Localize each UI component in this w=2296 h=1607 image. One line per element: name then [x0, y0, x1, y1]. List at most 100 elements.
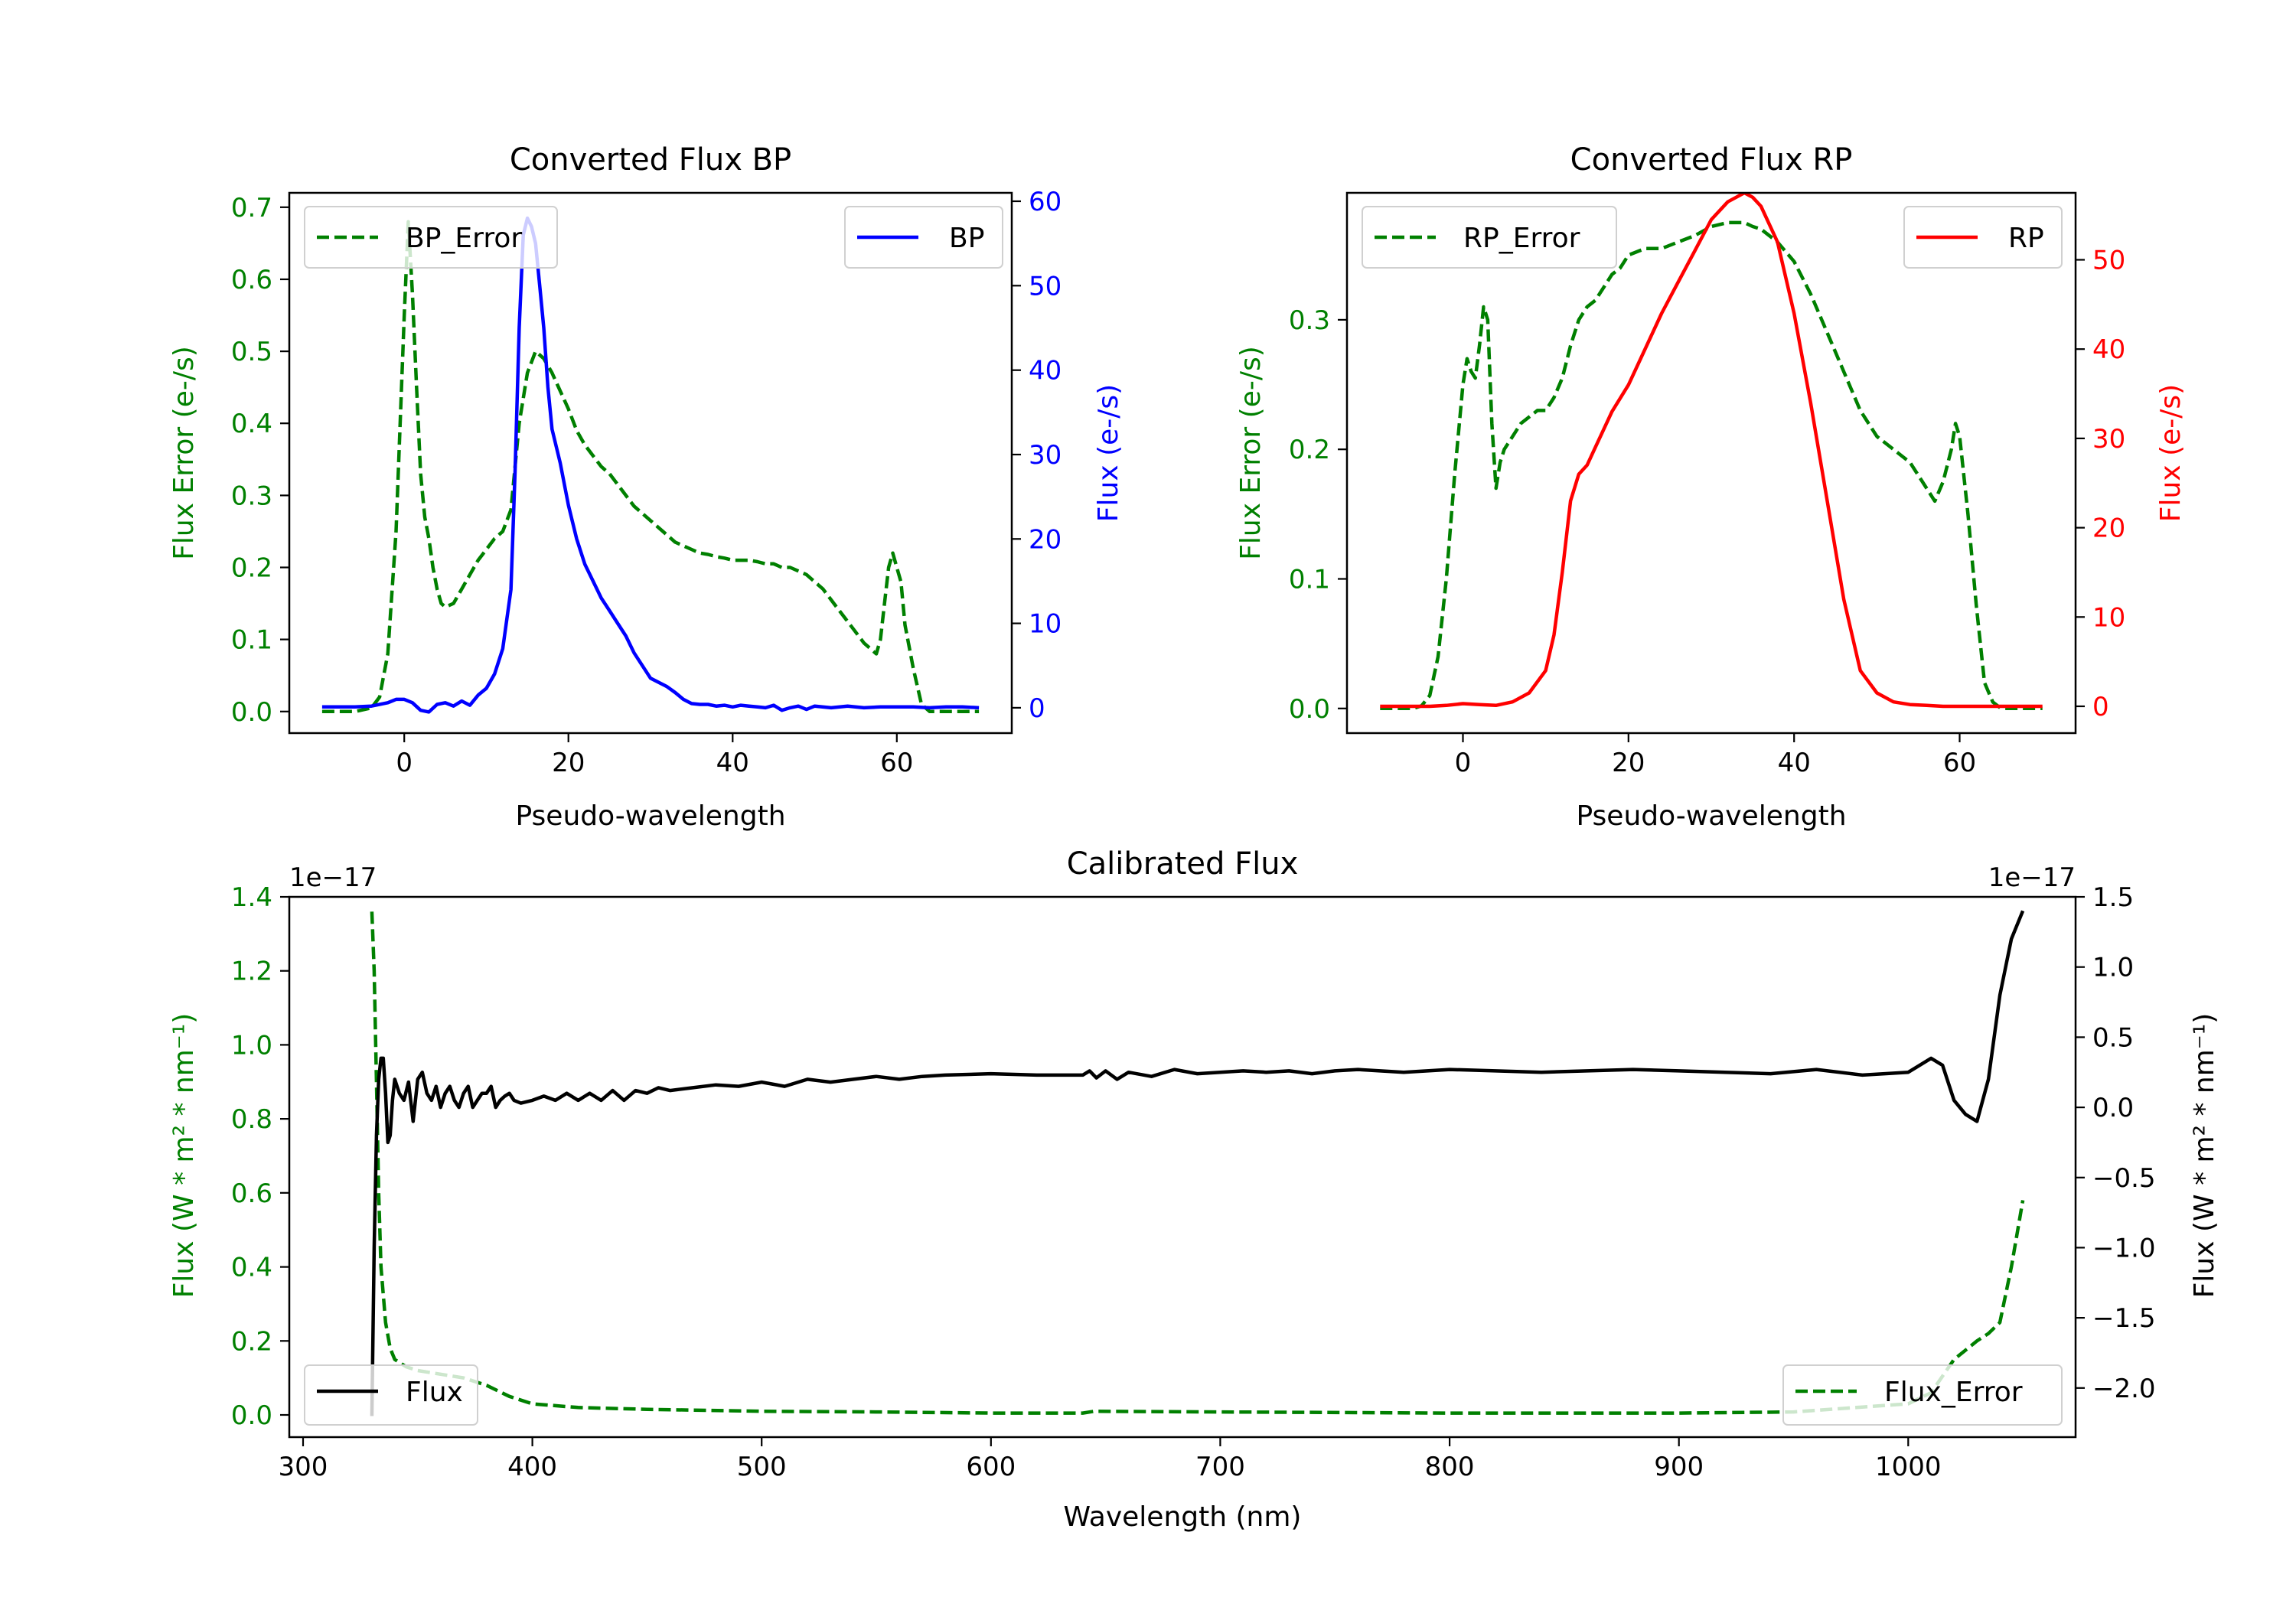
cal-legend-right-label: Flux_Error [1884, 1377, 2023, 1408]
cal-frame [288, 895, 2077, 1439]
rp-legend-right-label: RP [2008, 223, 2044, 254]
cal-ytick-left-label: 1.2 [231, 957, 272, 987]
cal-series-flux [370, 910, 2025, 1416]
bp-ytick-left-label: 0.5 [231, 337, 272, 367]
bp-frame [288, 191, 1013, 735]
rp-legend-left-label: RP_Error [1463, 223, 1580, 254]
bp-ytick-left-label: 0.7 [231, 193, 272, 223]
cal-xtick-label: 400 [507, 1452, 557, 1482]
bp-xtick-label: 20 [552, 748, 585, 778]
cal-xtick-label: 700 [1195, 1452, 1245, 1482]
cal-yticks-left: 0.0 0.2 0.4 0.6 0.8 1.0 1.2 1.4 [231, 882, 289, 1431]
bp-ytick-right-label: 20 [1029, 524, 1062, 555]
cal-ytick-left-label: 1.4 [231, 882, 272, 913]
rp-ytick-left-label: 0.3 [1289, 305, 1330, 336]
bp-panel: Converted Flux BP Pseudo-wavelength Flux… [168, 142, 1124, 832]
bp-xticks: 0 20 40 60 [396, 733, 913, 778]
bp-series-bp [321, 216, 980, 714]
rp-ytick-right-label: 20 [2092, 513, 2125, 544]
rp-ytick-right-label: 10 [2092, 602, 2125, 633]
cal-ytick-left-label: 0.6 [231, 1178, 272, 1209]
cal-xtick-label: 300 [279, 1452, 328, 1482]
bp-ylabel-left: Flux Error (e-/s) [168, 346, 200, 560]
rp-xtick-label: 40 [1778, 748, 1811, 778]
cal-title: Calibrated Flux [1067, 846, 1299, 882]
bp-xtick-label: 0 [396, 748, 413, 778]
bp-legend-left[interactable]: BP_Error [304, 206, 558, 269]
rp-yticks-right: 0 10 20 30 40 50 [2076, 246, 2125, 722]
rp-ytick-left-label: 0.2 [1289, 435, 1330, 465]
cal-ytick-right-label: −2.0 [2092, 1374, 2156, 1404]
cal-xlabel: Wavelength (nm) [1064, 1501, 1302, 1533]
cal-ylabel-left: Flux (W * m² * nm⁻¹) [168, 1013, 200, 1299]
bp-ytick-left-label: 0.1 [231, 625, 272, 656]
bp-ytick-right-label: 30 [1029, 440, 1062, 471]
bp-xtick-label: 60 [880, 748, 913, 778]
bp-ytick-left-label: 0.2 [231, 553, 272, 584]
bp-title: Converted Flux BP [510, 142, 791, 178]
bp-ytick-left-label: 0.6 [231, 265, 272, 295]
calibrated-panel: Calibrated Flux Wavelength (nm) 1e−17 1e… [168, 846, 2220, 1533]
rp-title: Converted Flux RP [1570, 142, 1853, 178]
bp-ytick-left-label: 0.0 [231, 697, 272, 728]
rp-ylabel-right: Flux (e-/s) [2155, 384, 2187, 522]
cal-legend-right[interactable]: Flux_Error [1782, 1364, 2063, 1426]
bp-series [321, 216, 980, 714]
rp-ytick-left-label: 0.1 [1289, 565, 1330, 595]
cal-xtick-label: 900 [1654, 1452, 1704, 1482]
rp-legend-left[interactable]: RP_Error [1362, 206, 1617, 269]
rp-legend-right[interactable]: RP [1903, 206, 2063, 269]
bp-xtick-label: 40 [716, 748, 749, 778]
rp-series [1380, 193, 2043, 711]
rp-xtick-label: 60 [1943, 748, 1976, 778]
rp-panel: Converted Flux RP Pseudo-wavelength Flux… [1235, 142, 2187, 832]
rp-ytick-left-label: 0.0 [1289, 694, 1330, 725]
bp-legend-left-label: BP_Error [406, 223, 522, 254]
cal-ytick-left-label: 0.4 [231, 1253, 272, 1283]
rp-xlabel: Pseudo-wavelength [1576, 800, 1846, 832]
rp-ylabel-left: Flux Error (e-/s) [1235, 346, 1267, 560]
rp-ytick-right-label: 0 [2092, 692, 2109, 722]
rp-yticks-left: 0.0 0.1 0.2 0.3 [1289, 305, 1347, 725]
cal-ytick-left-label: 0.2 [231, 1326, 272, 1357]
cal-ytick-right-label: −1.0 [2092, 1233, 2156, 1263]
bp-series-bp-error [321, 220, 980, 714]
cal-ytick-right-label: 0.5 [2092, 1022, 2134, 1053]
bp-ytick-left-label: 0.3 [231, 481, 272, 511]
bp-ytick-left-label: 0.4 [231, 409, 272, 439]
rp-series-rp-error [1380, 220, 2043, 711]
bp-ytick-right-label: 40 [1029, 356, 1062, 386]
bp-legend-right-label: BP [949, 223, 984, 254]
bp-legend-right[interactable]: BP [844, 206, 1003, 269]
cal-xtick-label: 800 [1425, 1452, 1475, 1482]
cal-ytick-left-label: 0.8 [231, 1104, 272, 1135]
cal-legend-left[interactable]: Flux [304, 1364, 478, 1426]
cal-ytick-right-label: −0.5 [2092, 1163, 2156, 1194]
cal-xtick-label: 600 [966, 1452, 1016, 1482]
bp-yticks-left: 0.0 0.1 0.2 0.3 0.4 0.5 0.6 0.7 [231, 193, 289, 728]
cal-ytick-right-label: 1.0 [2092, 953, 2134, 983]
rp-series-rp [1380, 193, 2043, 709]
cal-xtick-label: 1000 [1875, 1452, 1942, 1482]
rp-frame [1345, 191, 2077, 735]
rp-ytick-right-label: 50 [2092, 246, 2125, 276]
cal-ytick-right-label: 0.0 [2092, 1093, 2134, 1123]
cal-ytick-left-label: 0.0 [231, 1400, 272, 1431]
bp-ytick-right-label: 60 [1029, 187, 1062, 217]
bp-ytick-right-label: 0 [1029, 693, 1045, 724]
bp-ytick-right-label: 50 [1029, 271, 1062, 302]
bp-ytick-right-label: 10 [1029, 609, 1062, 640]
cal-offset-left: 1e−17 [289, 862, 377, 893]
cal-xtick-label: 500 [737, 1452, 787, 1482]
rp-xticks: 0 20 40 60 [1455, 733, 1976, 778]
rp-ytick-right-label: 40 [2092, 334, 2125, 365]
cal-offset-right: 1e−17 [1988, 862, 2076, 893]
bp-yticks-right: 0 10 20 30 40 50 60 [1012, 187, 1062, 724]
cal-legend-left-label: Flux [406, 1377, 463, 1408]
cal-xticks: 300 400 500 600 700 800 900 1000 [279, 1437, 1942, 1482]
bp-xlabel: Pseudo-wavelength [515, 800, 785, 832]
rp-xtick-label: 0 [1455, 748, 1472, 778]
rp-ytick-right-label: 30 [2092, 424, 2125, 455]
cal-ylabel-right: Flux (W * m² * nm⁻¹) [2189, 1013, 2220, 1299]
